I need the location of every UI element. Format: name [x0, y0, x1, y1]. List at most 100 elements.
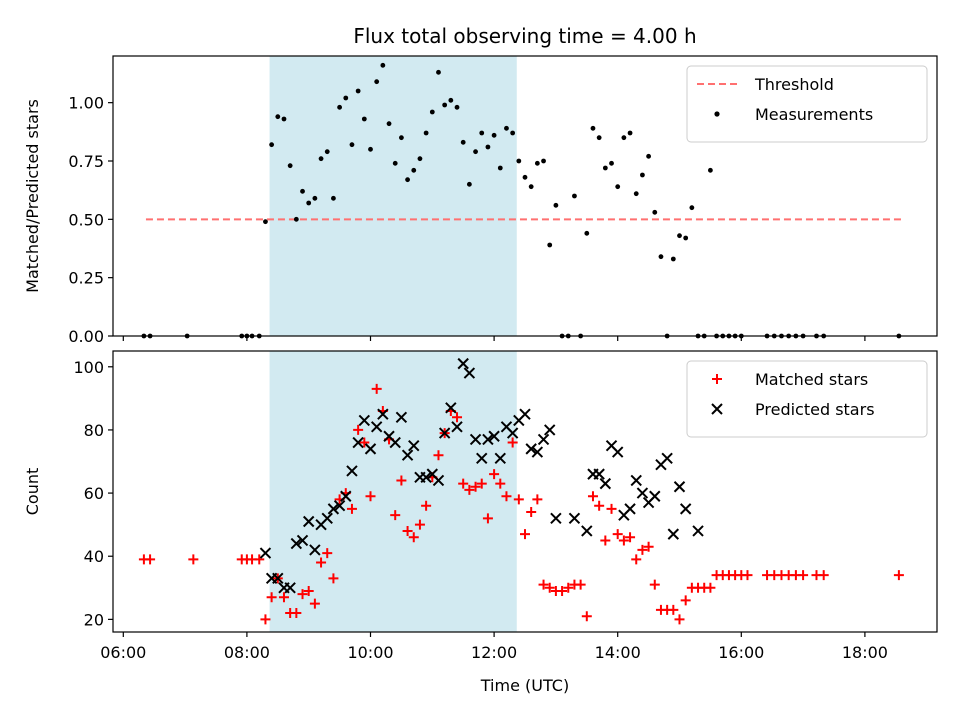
data-point [667, 528, 680, 540]
legend-box [686, 360, 928, 438]
data-point [300, 188, 305, 194]
data-point [454, 104, 460, 110]
x-tick-label: 16:00 [718, 643, 764, 662]
data-point [661, 452, 673, 465]
data-point [312, 195, 318, 201]
data-point [420, 471, 432, 483]
data-point [621, 135, 627, 141]
data-point [309, 544, 321, 556]
data-point [708, 167, 713, 173]
data-point [327, 503, 340, 515]
y-tick-label: 100 [73, 358, 104, 377]
data-point [290, 537, 303, 550]
data-point [284, 582, 296, 594]
data-point [374, 79, 380, 85]
data-point [627, 130, 633, 136]
data-point [408, 440, 420, 452]
data-point [516, 158, 522, 164]
data-point [818, 570, 829, 581]
data-point [316, 557, 327, 568]
data-point [531, 446, 544, 458]
data-point [421, 500, 432, 511]
data-point [631, 554, 642, 565]
data-point [457, 357, 469, 370]
data-point [526, 507, 537, 518]
data-point [680, 595, 691, 606]
data-point [470, 481, 481, 492]
data-point [476, 478, 487, 489]
data-point [445, 402, 457, 414]
data-point [368, 146, 373, 152]
data-point [541, 158, 546, 164]
data-point [611, 446, 624, 458]
data-point [677, 233, 682, 239]
data-point [572, 193, 577, 199]
data-point [602, 165, 608, 171]
data-point [553, 202, 559, 208]
data-point [395, 411, 408, 424]
data-point [615, 184, 621, 190]
data-point [293, 216, 299, 222]
data-point [291, 608, 302, 619]
data-point [396, 475, 407, 486]
data-point [633, 191, 639, 197]
data-point [346, 465, 358, 477]
legend-label: Threshold [754, 75, 834, 94]
data-point [674, 614, 685, 625]
data-point [432, 474, 445, 487]
y-tick-label: 1.00 [68, 94, 104, 113]
count-panel: 20 40 60 80 100 06:00 08:00 10:00 12:00 14:00 16:0… [23, 350, 938, 695]
data-point [452, 412, 463, 423]
data-point [402, 525, 413, 536]
data-point [600, 535, 611, 546]
observing-window-band [269, 351, 517, 632]
data-point [658, 254, 664, 260]
figure-title: Flux total observing time = 4.00 h [353, 24, 696, 48]
data-point [594, 500, 605, 511]
data-point [333, 500, 346, 512]
legend-marker [711, 403, 723, 415]
data-point [469, 433, 482, 446]
data-point [417, 156, 423, 162]
data-point [506, 427, 519, 439]
data-point [537, 433, 550, 446]
data-point [464, 484, 475, 495]
data-point [353, 424, 364, 435]
data-point [386, 121, 392, 127]
data-point [278, 592, 289, 603]
data-point [507, 437, 518, 448]
data-point [377, 408, 389, 420]
data-point [636, 487, 649, 499]
data-point [538, 579, 549, 590]
x-tick-label: 08:00 [224, 643, 270, 662]
data-point [482, 513, 493, 524]
data-point [392, 160, 398, 166]
data-point [550, 512, 562, 525]
data-point [324, 149, 330, 155]
data-point [563, 582, 574, 593]
data-point [380, 62, 386, 68]
data-point [532, 494, 543, 505]
y-tick-label: 0.50 [68, 210, 104, 229]
data-point [429, 109, 435, 115]
data-point [504, 125, 509, 131]
data-point [365, 491, 376, 502]
data-point [145, 554, 156, 565]
data-point [266, 592, 277, 603]
data-point [352, 436, 364, 449]
data-point [488, 430, 500, 442]
legend-label: Predicted stars [755, 400, 875, 419]
data-point [408, 532, 419, 543]
data-point [448, 97, 454, 103]
data-point [463, 367, 476, 379]
data-point [612, 529, 623, 540]
x-tick-label: 14:00 [595, 643, 641, 662]
legend-label: Matched stars [755, 370, 868, 389]
data-point [275, 114, 281, 120]
x-tick-label: 06:00 [100, 643, 146, 662]
data-point [625, 532, 636, 543]
y-axis-label: Matched/Predicted stars [23, 99, 42, 293]
data-point [466, 181, 472, 187]
data-point [321, 512, 333, 525]
